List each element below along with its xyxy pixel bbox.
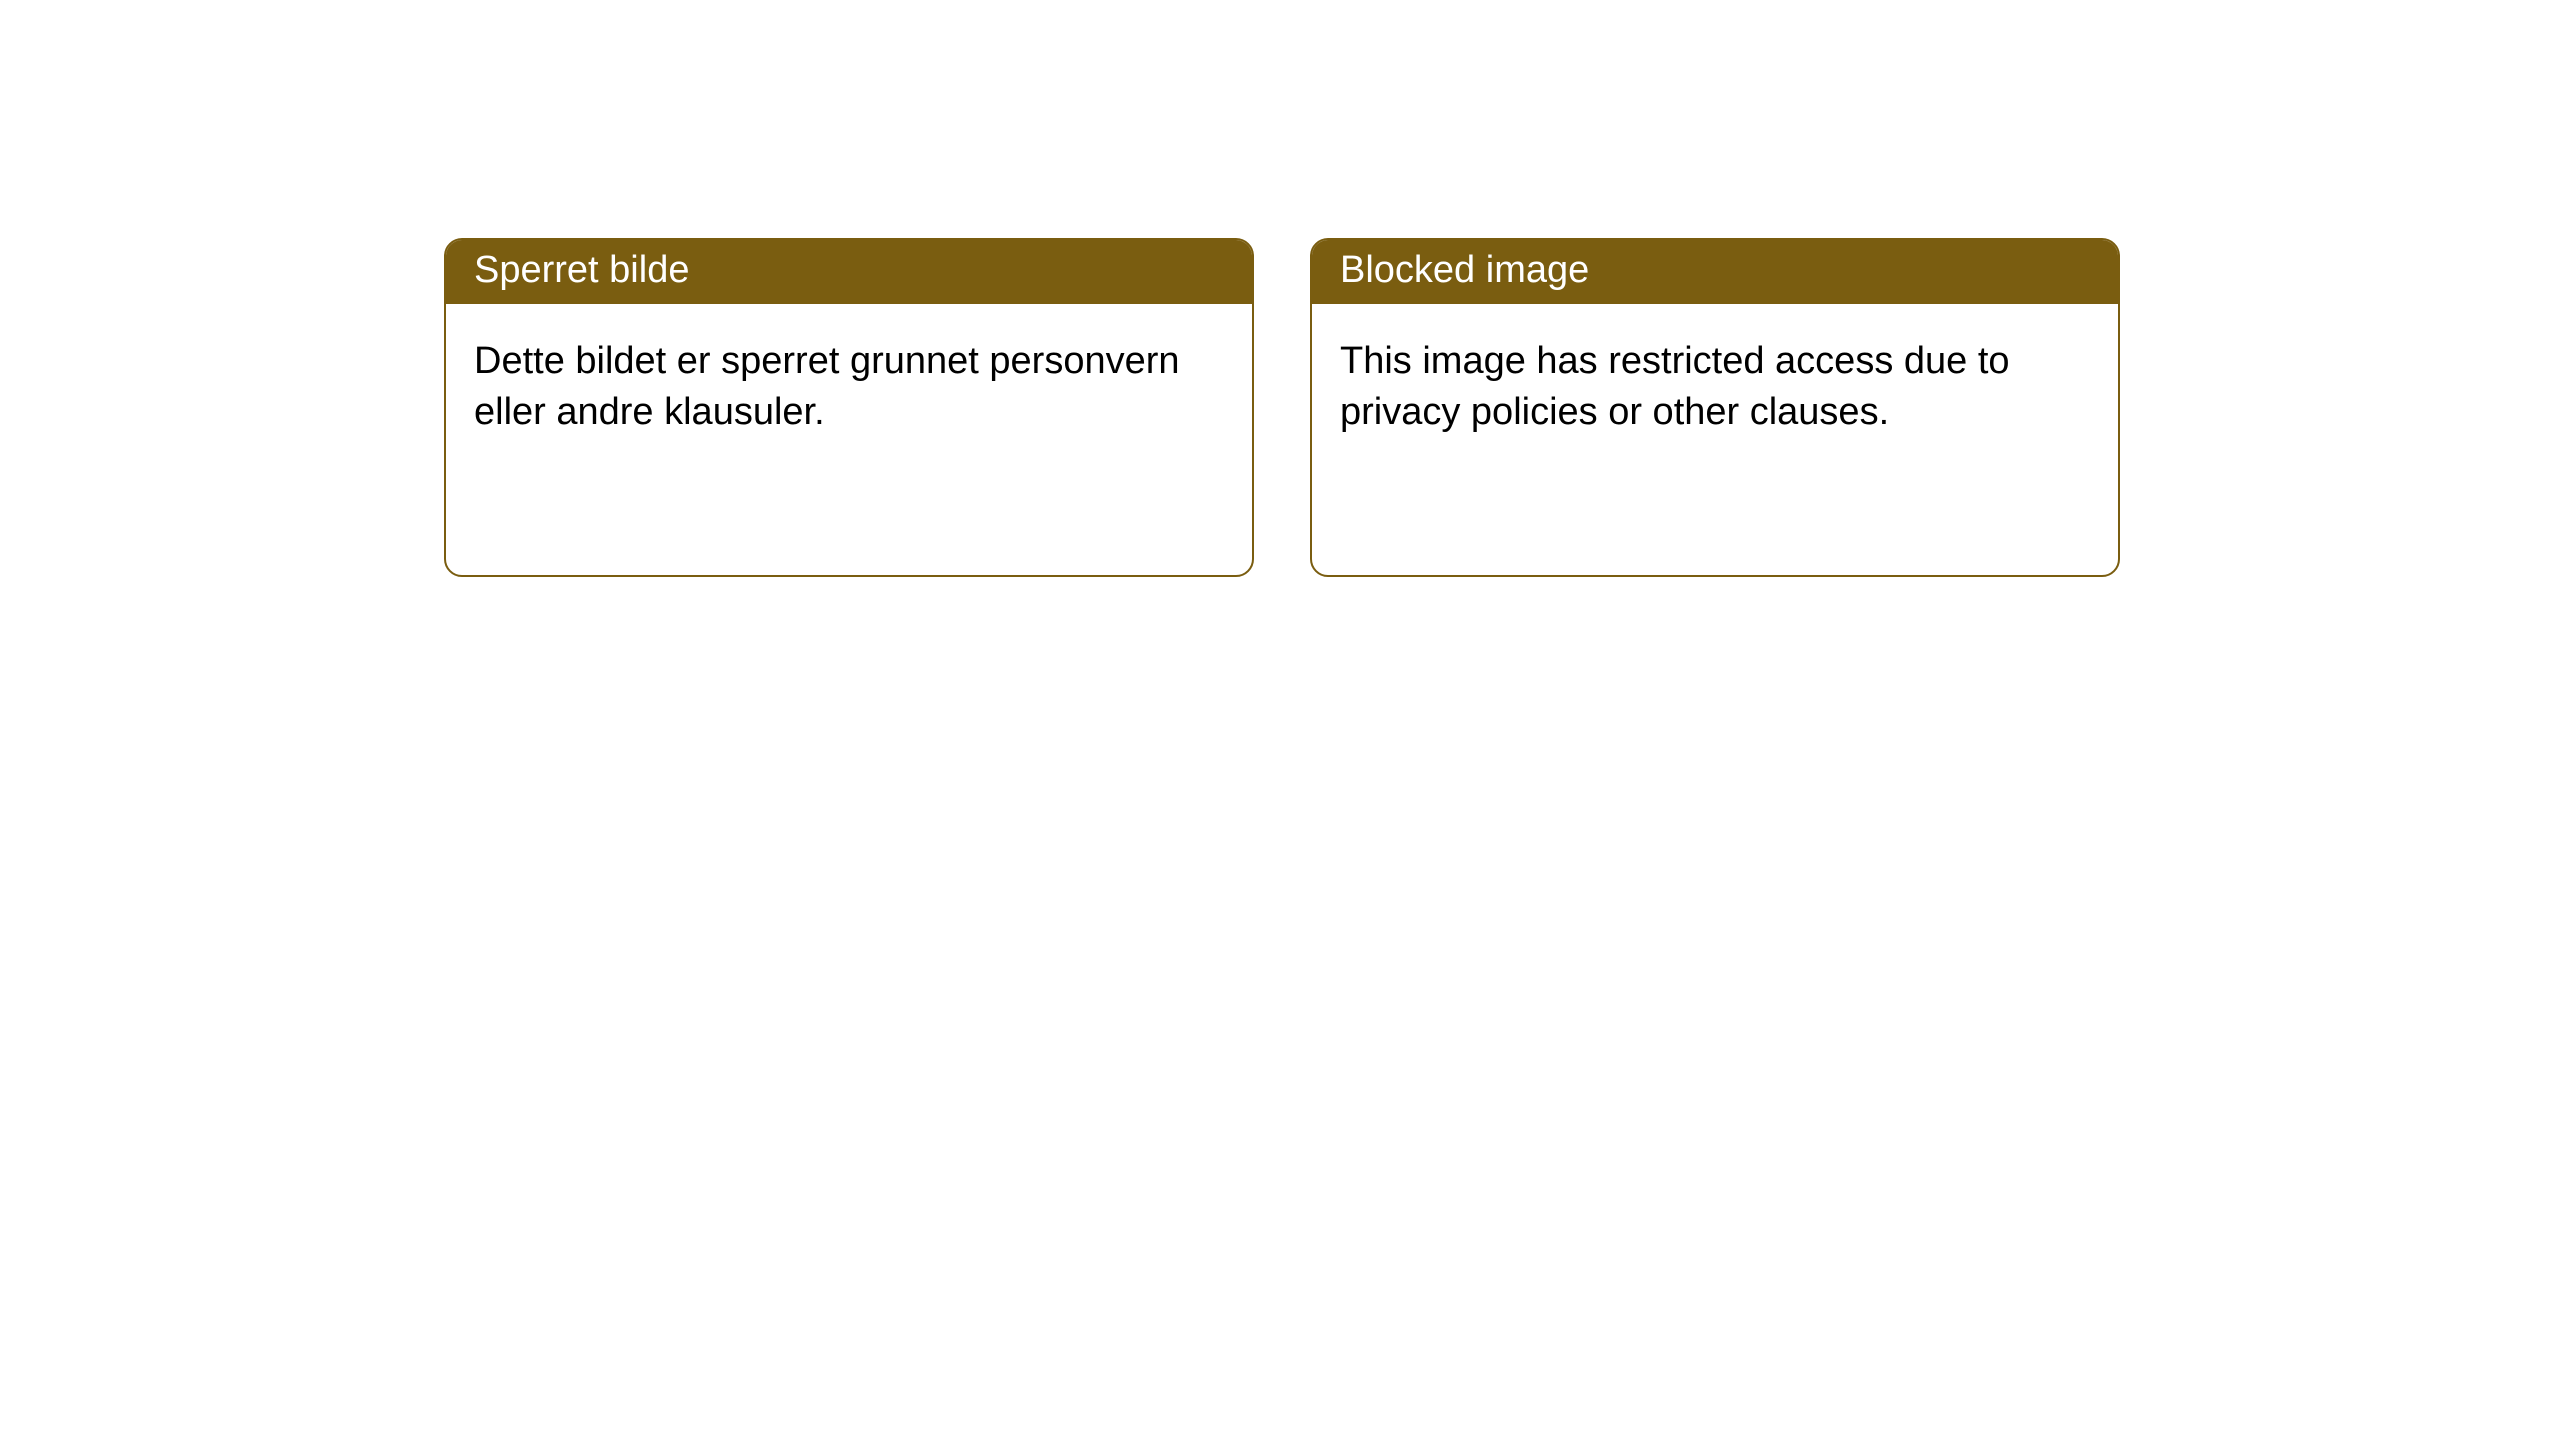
notice-header: Blocked image bbox=[1312, 240, 2118, 304]
notice-container: Sperret bilde Dette bildet er sperret gr… bbox=[444, 238, 2120, 577]
notice-box-norwegian: Sperret bilde Dette bildet er sperret gr… bbox=[444, 238, 1254, 577]
notice-header: Sperret bilde bbox=[446, 240, 1252, 304]
notice-body: This image has restricted access due to … bbox=[1312, 304, 2118, 471]
notice-box-english: Blocked image This image has restricted … bbox=[1310, 238, 2120, 577]
notice-body: Dette bildet er sperret grunnet personve… bbox=[446, 304, 1252, 471]
